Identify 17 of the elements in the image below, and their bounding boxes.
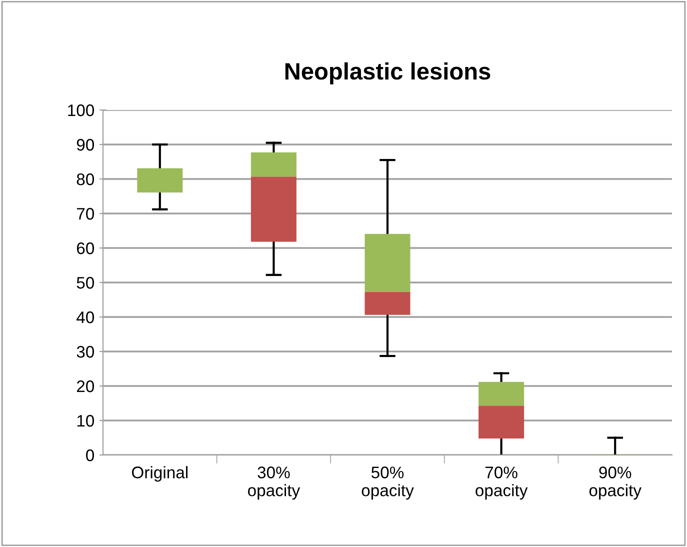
y-tick-label: 20 [76, 380, 94, 392]
x-tick-label: Original [132, 466, 188, 482]
chart-title: Neoplastic lesions [285, 62, 490, 84]
y-tick-label: 40 [76, 311, 94, 324]
y-tick-label: 80 [76, 173, 94, 186]
x-tick-label: 70% opacity [476, 466, 528, 500]
x-tick-label: 30% opacity [248, 466, 300, 500]
y-tick-label: 0 [86, 449, 94, 462]
x-tick-label: 50% opacity [362, 466, 414, 500]
y-tick-label: 10 [77, 414, 94, 427]
y-tick-label: 100 [68, 104, 94, 116]
y-tick-label: 30 [76, 346, 94, 358]
y-tick-label: 90 [76, 138, 94, 151]
y-tick-label: 60 [76, 242, 94, 254]
y-tick-label: 50 [76, 276, 94, 289]
x-tick-label: 90% opacity [589, 466, 642, 500]
y-tick-label: 70 [76, 208, 94, 220]
